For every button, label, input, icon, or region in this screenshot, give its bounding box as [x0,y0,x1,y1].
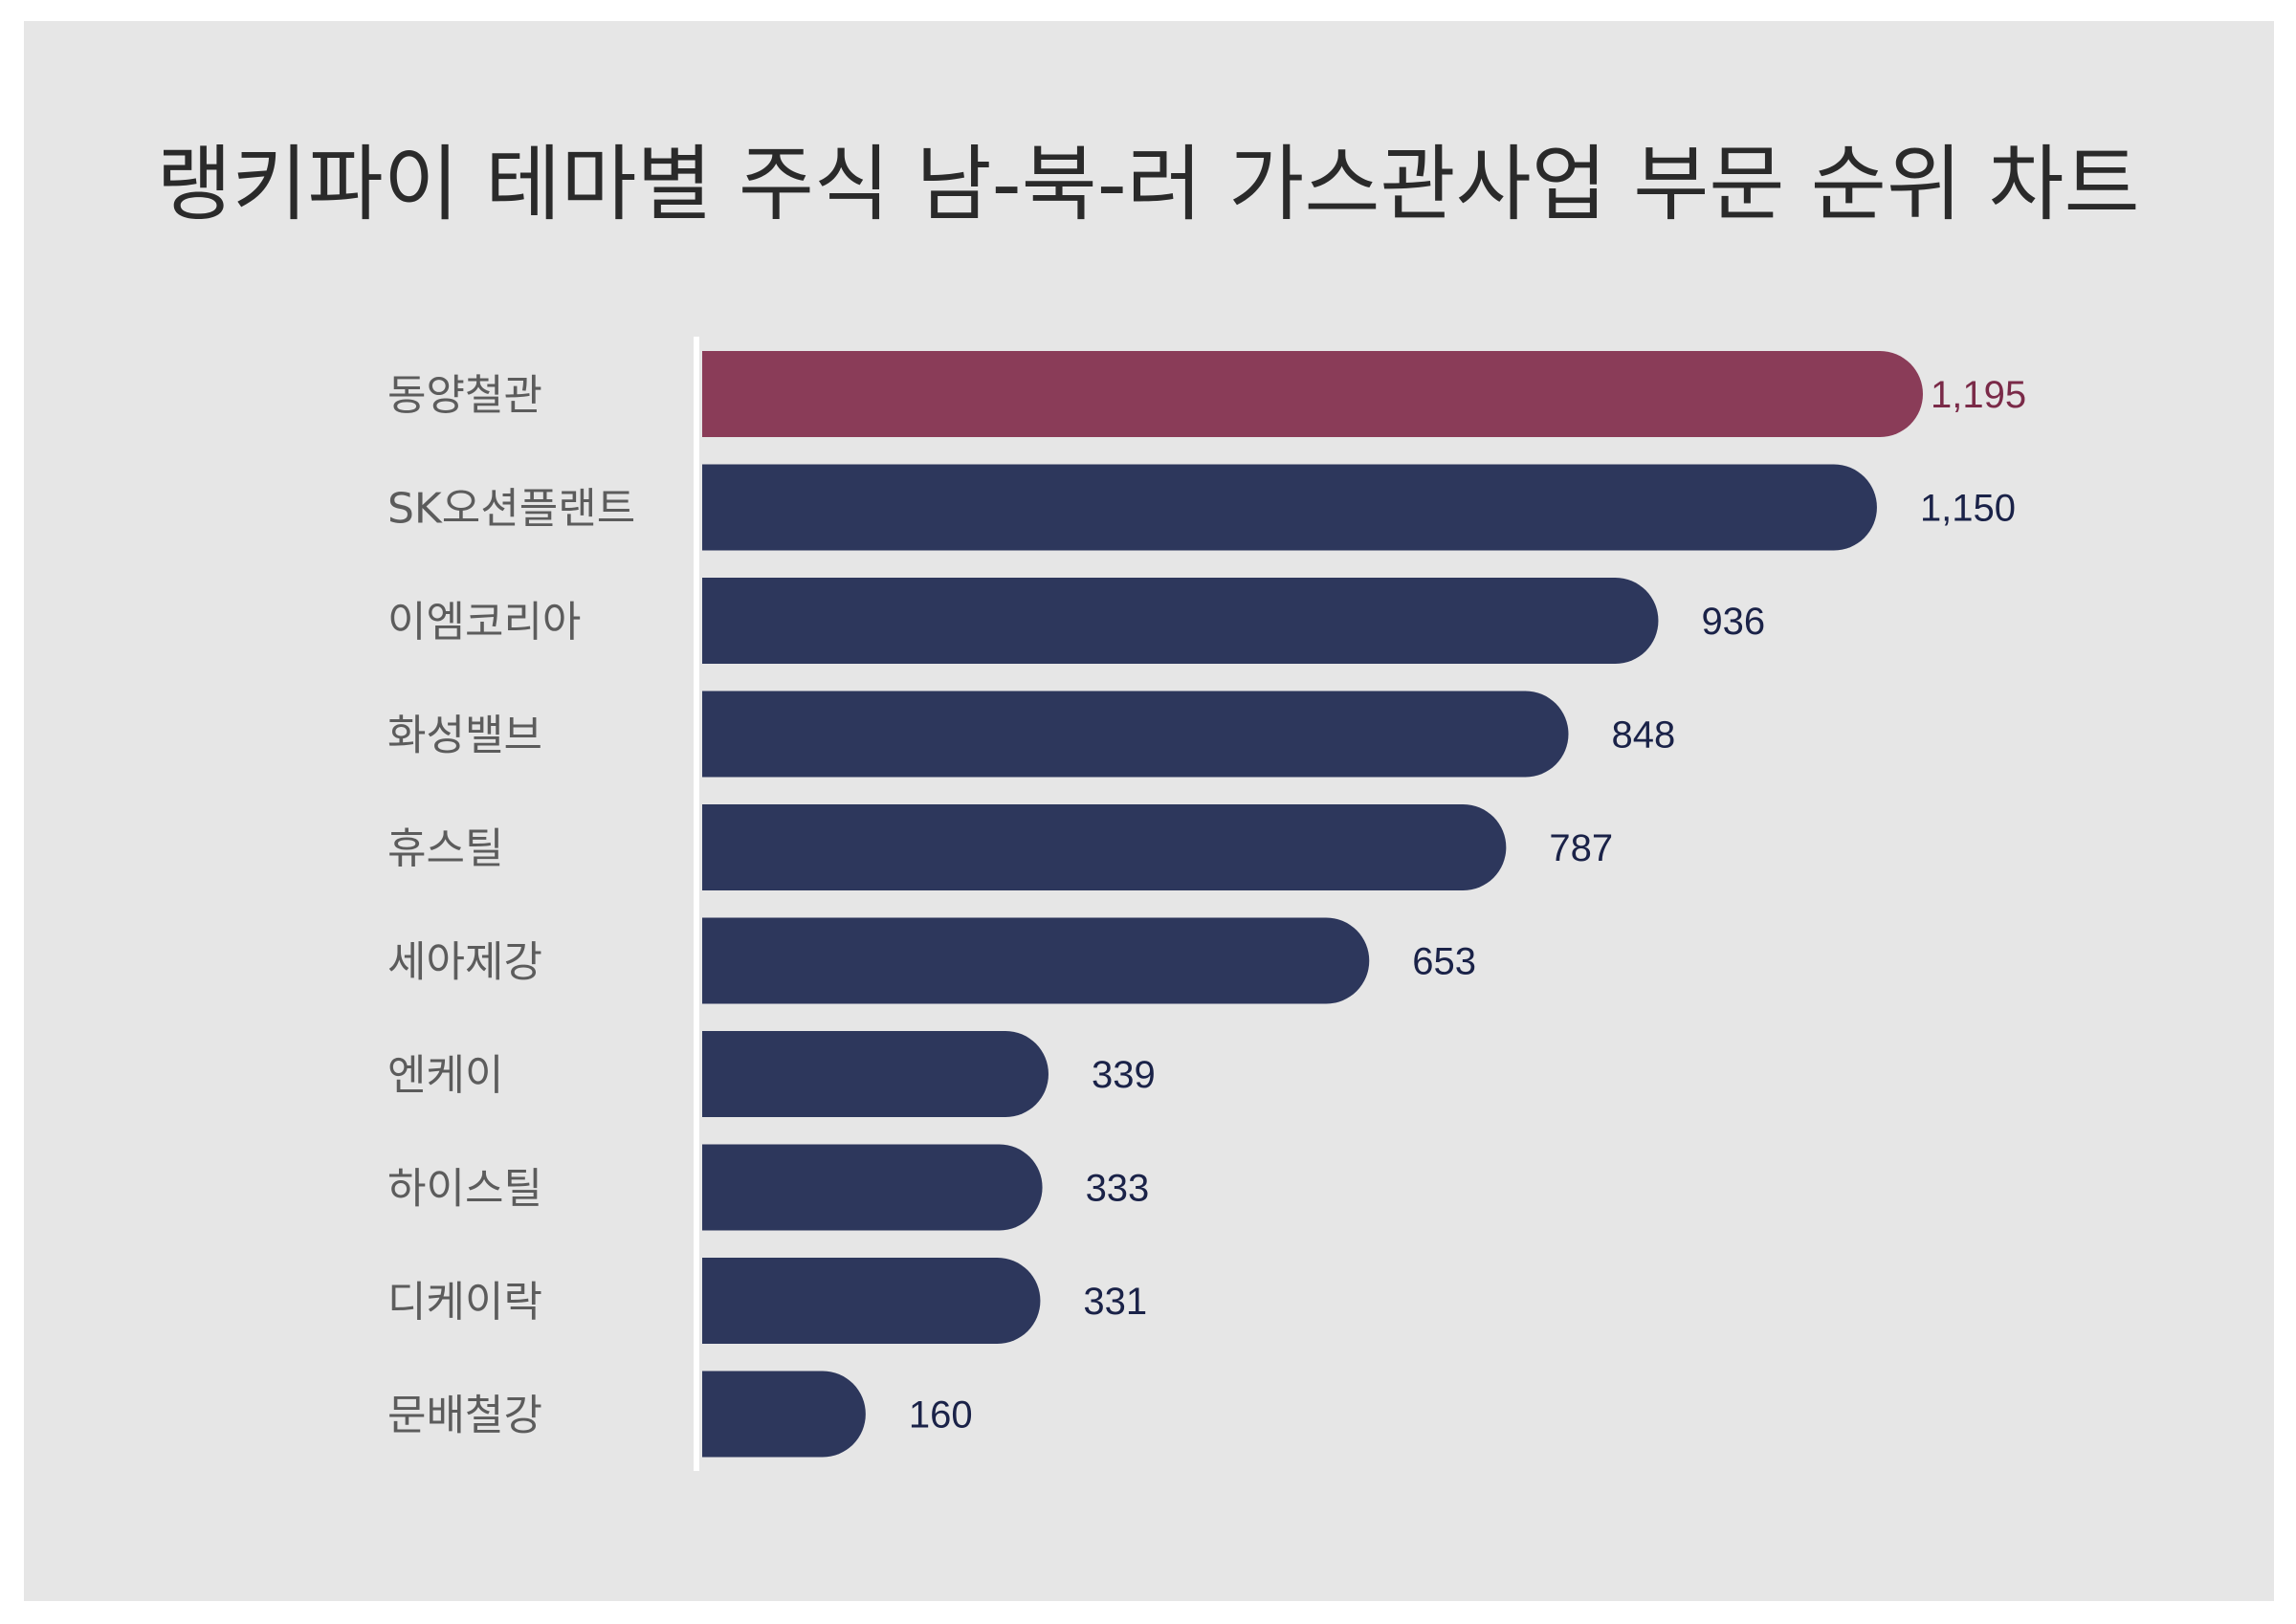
category-label-2: SK오션플랜트 [387,485,635,534]
bars-group [702,351,1923,1458]
bar-2 [702,464,1877,551]
category-label-10: 문배철강 [387,1392,542,1440]
value-label-2: 1,150 [1920,488,2016,530]
category-label-8: 하이스틸 [387,1165,542,1214]
category-label-7: 엔케이 [387,1051,503,1100]
category-label-9: 디케이락 [387,1278,542,1327]
value-label-8: 333 [1086,1168,1150,1210]
bar-5 [702,804,1507,890]
value-label-10: 160 [909,1394,973,1437]
category-label-1: 동양철관 [387,371,542,420]
value-labels: 1,195 1,150 936 848 787 653 339 333 331 160 [909,374,2026,1437]
bar-4 [702,691,1569,778]
value-label-1: 1,195 [1931,374,2026,416]
category-label-4: 화성밸브 [387,712,542,760]
bar-3 [702,578,1659,664]
category-label-6: 세아제강 [387,938,542,987]
bar-7 [702,1031,1049,1117]
value-label-5: 787 [1549,827,1613,869]
chart-title: 랭키파이 테마별 주식 남-북-러 가스관사업 부문 순위 차트 [156,137,2140,232]
bar-8 [702,1144,1043,1231]
category-label-3: 이엠코리아 [387,598,581,647]
value-label-6: 653 [1412,941,1476,983]
value-label-7: 339 [1092,1054,1156,1096]
bar-1 [702,351,1923,437]
bar-6 [702,917,1370,1004]
category-labels: 동양철관 SK오션플랜트이엠코리아화성밸브휴스틸세아제강엔케이하이스틸디케이락문배… [387,371,635,1440]
bar-9 [702,1258,1041,1344]
value-label-9: 331 [1083,1281,1147,1323]
bar-10 [702,1371,866,1458]
value-label-3: 936 [1701,601,1765,643]
value-label-4: 848 [1611,714,1675,757]
category-label-5: 휴스틸 [387,824,503,873]
